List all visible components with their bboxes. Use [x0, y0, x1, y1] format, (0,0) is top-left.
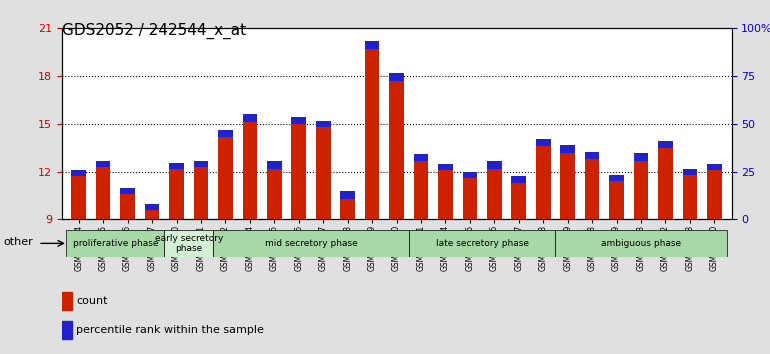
Bar: [561, 145, 575, 153]
Bar: [511, 183, 526, 219]
Bar: [584, 159, 600, 219]
Bar: [340, 191, 355, 199]
Bar: [634, 161, 648, 219]
Bar: [413, 161, 428, 219]
Bar: [658, 148, 673, 219]
Bar: [95, 160, 111, 167]
Bar: [120, 194, 135, 219]
Text: count: count: [76, 296, 108, 306]
Text: mid secretory phase: mid secretory phase: [265, 239, 357, 248]
Bar: [267, 169, 282, 219]
Bar: [267, 161, 282, 169]
Bar: [218, 130, 233, 137]
Bar: [243, 122, 257, 219]
Bar: [365, 49, 380, 219]
Bar: [120, 188, 135, 194]
Bar: [389, 73, 404, 81]
Bar: [511, 176, 526, 183]
Bar: [340, 199, 355, 219]
Bar: [707, 170, 721, 219]
Text: GDS2052 / 242544_x_at: GDS2052 / 242544_x_at: [62, 23, 246, 39]
Bar: [463, 178, 477, 219]
Bar: [95, 167, 111, 219]
Bar: [634, 153, 648, 161]
Bar: [609, 175, 624, 181]
Text: late secretory phase: late secretory phase: [436, 239, 529, 248]
Bar: [213, 230, 409, 257]
Bar: [72, 176, 86, 219]
Bar: [72, 170, 86, 177]
Bar: [682, 175, 698, 219]
Bar: [536, 146, 551, 219]
Bar: [291, 117, 306, 124]
Bar: [291, 124, 306, 219]
Bar: [682, 169, 698, 175]
Bar: [487, 161, 502, 169]
Bar: [62, 292, 72, 310]
Bar: [555, 230, 727, 257]
Bar: [584, 152, 600, 159]
Text: percentile rank within the sample: percentile rank within the sample: [76, 325, 264, 335]
Bar: [218, 137, 233, 219]
Bar: [658, 141, 673, 148]
Bar: [316, 127, 330, 219]
Bar: [193, 167, 209, 219]
Text: proliferative phase: proliferative phase: [72, 239, 158, 248]
Text: ambiguous phase: ambiguous phase: [601, 239, 681, 248]
Bar: [145, 204, 159, 210]
Bar: [164, 230, 213, 257]
Bar: [561, 153, 575, 219]
Bar: [316, 121, 330, 127]
Bar: [609, 181, 624, 219]
Bar: [463, 172, 477, 178]
Bar: [145, 210, 159, 219]
Bar: [66, 230, 164, 257]
Bar: [707, 164, 721, 170]
Bar: [413, 154, 428, 161]
Bar: [536, 139, 551, 146]
Text: early secretory
phase: early secretory phase: [155, 234, 223, 253]
Bar: [365, 41, 380, 49]
Bar: [487, 169, 502, 219]
Text: other: other: [4, 238, 34, 247]
Bar: [409, 230, 555, 257]
Bar: [389, 81, 404, 219]
Bar: [62, 321, 72, 339]
Bar: [193, 161, 209, 167]
Bar: [243, 114, 257, 122]
Bar: [169, 169, 184, 219]
Bar: [169, 163, 184, 169]
Bar: [438, 170, 453, 219]
Bar: [438, 164, 453, 170]
